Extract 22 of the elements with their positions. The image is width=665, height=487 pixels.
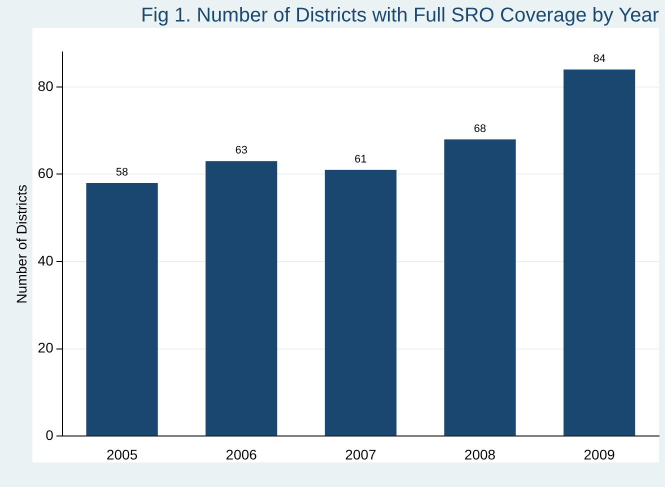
y-axis-title: Number of Districts [13, 184, 30, 304]
y-tick-label: 80 [38, 78, 54, 94]
x-tick-label: 2005 [106, 446, 138, 462]
data-label: 61 [354, 153, 367, 166]
bar [564, 69, 636, 436]
y-tick-label: 40 [38, 252, 54, 268]
bar [324, 170, 396, 436]
data-label: 58 [116, 166, 128, 179]
data-label: 63 [235, 144, 248, 157]
x-tick-label: 2008 [464, 446, 496, 462]
chart-title: Fig 1. Number of Districts with Full SRO Coverage by Year [141, 4, 660, 27]
bar [86, 182, 158, 436]
y-tick-label: 20 [38, 340, 54, 356]
data-label: 84 [593, 52, 606, 65]
y-tick-label: 60 [38, 165, 54, 182]
data-label: 68 [474, 122, 486, 135]
x-tick-label: 2006 [226, 446, 258, 462]
y-tick-label: 0 [46, 427, 54, 444]
x-tick-label: 2007 [345, 446, 376, 462]
bar [206, 161, 278, 436]
bar [444, 139, 516, 436]
x-tick-label: 2009 [584, 446, 616, 462]
